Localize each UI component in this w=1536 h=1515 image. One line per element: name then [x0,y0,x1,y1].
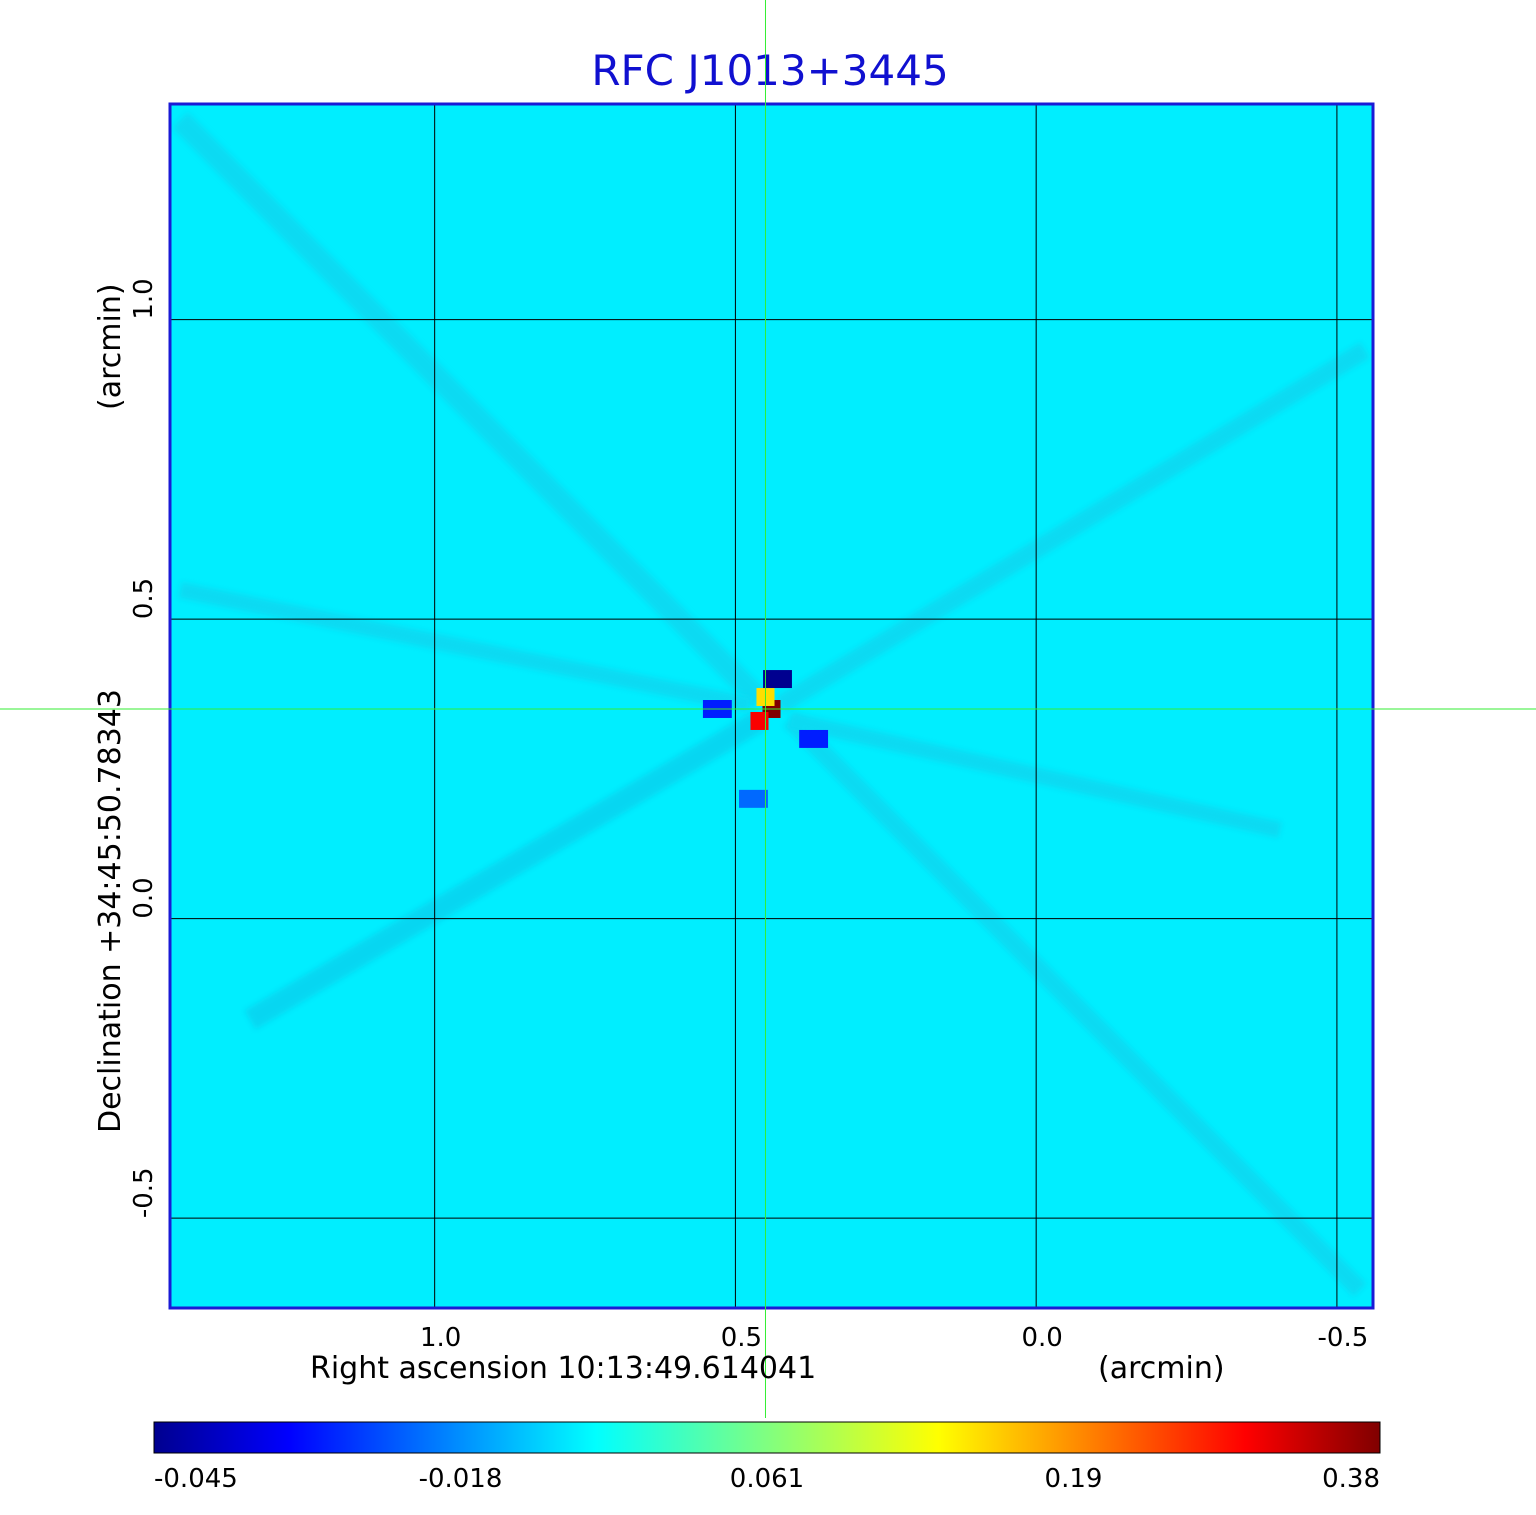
sidelobe-streaks [172,112,1370,1297]
sidelobe-streak [783,713,1367,1297]
source-peak [750,711,769,730]
x-tick-label: 0.0 [1021,1323,1062,1353]
y-tick-label: -0.5 [129,1167,159,1218]
y-axis-label: Declination +34:45:50.78343 [93,689,128,1133]
sidelobe-streak [775,342,1370,713]
sidelobe-streak [244,710,766,1030]
negative-lobe [799,729,829,748]
sidelobe-streak [172,112,768,708]
colorbar [153,1421,1381,1454]
y-tick-label: 0.5 [129,578,159,619]
sidelobe-streak [788,712,1282,838]
sidelobe-streak [178,582,752,713]
y-tick-label: 1.0 [129,278,159,319]
colorbar-tick-label: 0.061 [730,1464,804,1494]
y-axis-tick-labels: 1.0 0.5 0.0 -0.5 [129,278,159,1218]
chart-title: RFC J1013+3445 [591,46,948,95]
negative-lobe [739,789,768,808]
x-tick-label: 0.5 [721,1323,762,1353]
negative-lobe [763,670,792,689]
colorbar-tick-label: 0.19 [1045,1464,1103,1494]
colorbar-tick-label: 0.38 [1322,1464,1380,1494]
colorbar-tick-label: -0.045 [154,1464,238,1494]
y-tick-label: 0.0 [129,877,159,918]
x-tick-label: -0.5 [1318,1323,1369,1353]
x-axis-unit: (arcmin) [1098,1351,1225,1386]
x-axis-tick-labels: 1.0 0.5 0.0 -0.5 [420,1323,1368,1353]
coordinate-grid [170,104,1373,1308]
plot-frame [168,102,1375,1310]
colorbar-tick-label: -0.018 [419,1464,503,1494]
y-axis-unit: (arcmin) [93,283,128,410]
colorbar-tick-labels: -0.045 -0.018 0.061 0.19 0.38 [154,1464,1380,1494]
x-axis-label: Right ascension 10:13:49.614041 [310,1351,816,1386]
crosshair [0,0,1536,1418]
x-tick-label: 1.0 [420,1323,461,1353]
